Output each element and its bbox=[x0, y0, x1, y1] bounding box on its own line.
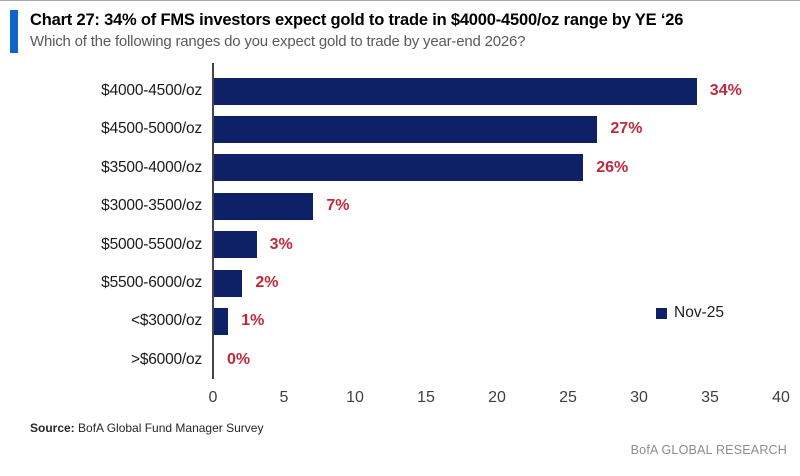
bar-value-label: 34% bbox=[709, 82, 742, 99]
bar bbox=[214, 231, 257, 259]
bar bbox=[214, 307, 229, 335]
brand-footer: BofA GLOBAL RESEARCH bbox=[630, 443, 787, 457]
category-label: >$6000/oz bbox=[130, 350, 202, 368]
bar bbox=[214, 77, 697, 105]
category-label: $3500-4000/oz bbox=[101, 158, 202, 176]
legend-label: Nov-25 bbox=[674, 304, 724, 321]
category-label: $5500-6000/oz bbox=[101, 273, 202, 291]
legend-swatch-icon bbox=[656, 307, 667, 319]
source-prefix: Source: bbox=[30, 421, 75, 435]
x-tick-label: 25 bbox=[559, 389, 577, 406]
bar-value-label: 1% bbox=[241, 312, 265, 330]
bar-value-label: 0% bbox=[227, 350, 251, 368]
x-tick-label: 0 bbox=[208, 389, 218, 406]
source-line: Source: BofA Global Fund Manager Survey bbox=[30, 421, 263, 435]
category-label: $3000-3500/oz bbox=[101, 197, 202, 215]
x-tick-label: 15 bbox=[417, 389, 435, 406]
chart-subtitle: Which of the following ranges do you exp… bbox=[30, 33, 526, 50]
bar bbox=[214, 154, 584, 182]
bar bbox=[214, 269, 243, 297]
bar bbox=[214, 116, 598, 144]
source-text: BofA Global Fund Manager Survey bbox=[74, 421, 264, 435]
x-tick-label: 40 bbox=[772, 389, 790, 406]
bar bbox=[214, 192, 314, 220]
x-tick-label: 20 bbox=[488, 389, 506, 406]
bar-value-label: 27% bbox=[610, 120, 643, 138]
x-tick-label: 10 bbox=[346, 389, 364, 406]
x-tick-label: 30 bbox=[630, 389, 648, 406]
category-label: $4500-5000/oz bbox=[101, 120, 202, 138]
chart-title: Chart 27: 34% of FMS investors expect go… bbox=[30, 11, 684, 29]
title-accent-bar bbox=[10, 10, 18, 53]
bar-value-label: 2% bbox=[255, 273, 279, 291]
bar-value-label: 7% bbox=[326, 197, 350, 215]
bar-value-label: 3% bbox=[269, 235, 293, 253]
category-label: $4000-4500/oz bbox=[101, 82, 202, 99]
x-tick-label: 5 bbox=[279, 389, 289, 406]
bar-chart: Nov-25 $4000-4500/oz 34% $4500-5000/oz 27% $… bbox=[0, 1, 800, 421]
y-axis-line bbox=[212, 63, 214, 379]
legend: Nov-25 bbox=[656, 304, 724, 322]
category-label: <$3000/oz bbox=[130, 312, 202, 330]
category-label: $5000-5500/oz bbox=[101, 235, 202, 253]
x-tick-label: 35 bbox=[701, 389, 719, 406]
bar-value-label: 26% bbox=[596, 158, 629, 176]
